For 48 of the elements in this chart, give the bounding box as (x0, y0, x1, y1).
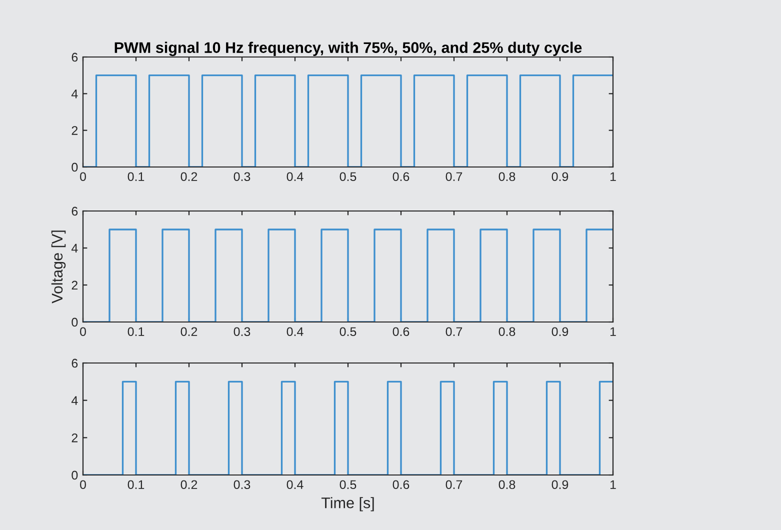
x-tick-label: 0 (80, 327, 86, 336)
x-tick-label: 0.7 (446, 327, 462, 336)
y-tick-label: 6 (72, 358, 78, 368)
x-tick-label: 0.4 (286, 480, 304, 490)
x-tick-label: 0.6 (392, 327, 410, 336)
x-tick-label: 0.4 (286, 172, 304, 182)
y-tick-label: 0 (72, 470, 78, 480)
y-tick-label: 0 (72, 318, 78, 327)
x-tick-label: 1 (610, 327, 616, 336)
x-tick-label: 0.8 (498, 327, 516, 336)
x-tick-label: 0 (80, 172, 86, 182)
x-tick-label: 0.2 (180, 172, 198, 182)
x-axis-title: Time [s] (321, 497, 374, 512)
x-tick-label: 0.8 (498, 172, 516, 182)
x-tick-label: 0.6 (392, 480, 410, 490)
chart-title: PWM signal 10 Hz frequency, with 75%, 50%, and 25% duty cycle (114, 42, 582, 56)
x-tick-label: 0.2 (180, 480, 198, 490)
x-tick-label: 0.1 (128, 172, 144, 182)
x-tick-label: 0.5 (340, 327, 356, 336)
x-tick-label: 0.3 (234, 172, 250, 182)
x-tick-label: 1 (610, 172, 616, 181)
x-tick-label: 0.7 (446, 480, 462, 490)
x-tick-label: 0.4 (286, 327, 304, 336)
x-tick-label: 0.3 (234, 327, 250, 336)
y-axis-title: Voltage [V] (51, 230, 66, 304)
x-tick-label: 1 (610, 480, 616, 489)
y-tick-label: 2 (72, 280, 78, 290)
x-tick-label: 0.1 (128, 327, 144, 336)
x-tick-label: 0.1 (128, 480, 144, 490)
x-tick-label: 0.7 (446, 172, 462, 182)
x-tick-label: 0.6 (392, 172, 410, 182)
x-tick-label: 0.5 (340, 172, 356, 182)
y-tick-label: 6 (72, 206, 78, 216)
y-tick-label: 4 (71, 396, 78, 405)
y-tick-label: 6 (72, 52, 78, 62)
y-tick-label: 0 (72, 162, 78, 172)
y-tick-label: 4 (71, 244, 78, 253)
x-tick-label: 0.2 (180, 327, 198, 336)
y-tick-label: 4 (71, 90, 78, 98)
x-tick-label: 0.8 (498, 480, 516, 490)
x-tick-label: 0.9 (552, 327, 568, 336)
x-tick-label: 0.5 (340, 480, 356, 490)
x-tick-label: 0 (80, 480, 86, 490)
x-tick-label: 0.9 (552, 172, 568, 182)
x-tick-label: 0.9 (552, 480, 568, 490)
y-tick-label: 2 (72, 126, 78, 135)
x-tick-label: 0.3 (234, 480, 250, 490)
y-tick-label: 2 (72, 433, 78, 442)
